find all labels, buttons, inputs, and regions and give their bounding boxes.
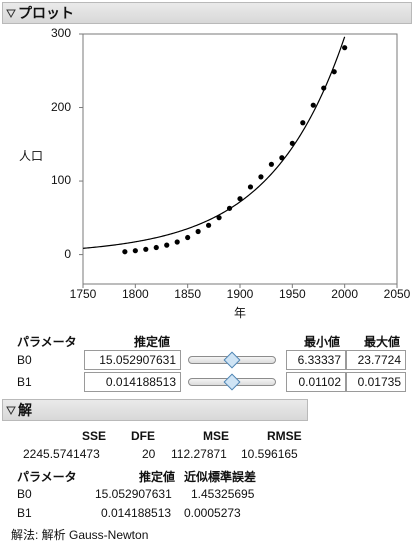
y-tick-label: 0 [64, 246, 71, 261]
b1-max-field[interactable]: 0.01735 [346, 372, 406, 392]
data-point-17[interactable] [300, 120, 306, 126]
plot-section-header[interactable]: プロット [2, 2, 412, 24]
data-point-1[interactable] [132, 248, 138, 254]
rmse-value: 10.596165 [241, 447, 298, 461]
b0-min-field[interactable]: 6.33337 [286, 350, 346, 370]
max-header-label: 最大値 [364, 335, 401, 349]
data-point-9[interactable] [216, 215, 222, 221]
solution-method: 解法: 解析 Gauss-Newton [11, 528, 149, 542]
solution-estimate-header: 推定値 [139, 470, 176, 484]
b1-slider-handle[interactable] [223, 373, 241, 391]
solution-param-b1: B1 [17, 506, 32, 520]
b1-min-field[interactable]: 0.01102 [286, 372, 346, 392]
dfe-value: 20 [142, 447, 156, 461]
x-tick-labels: 1750 1800 1850 1900 1950 2000 2050 [0, 287, 418, 303]
min-header-label: 最小値 [304, 335, 341, 349]
param-name-b0: B0 [17, 353, 32, 367]
y-tick-label: 200 [50, 99, 71, 114]
data-point-16[interactable] [289, 140, 295, 146]
sse-header: SSE [82, 429, 107, 443]
x-tick-label: 2000 [331, 287, 358, 301]
data-point-6[interactable] [185, 234, 191, 241]
data-point-12[interactable] [247, 184, 254, 190]
rmse-header: RMSE [267, 429, 302, 443]
dfe-header: DFE [131, 429, 155, 443]
x-tick-label: 1850 [174, 287, 201, 301]
data-point-2[interactable] [143, 246, 149, 252]
data-point-10[interactable] [226, 205, 233, 211]
collapse-triangle-icon[interactable] [5, 404, 17, 416]
b1-value-field[interactable]: 0.014188513 [84, 372, 181, 392]
data-point-7[interactable] [195, 228, 201, 235]
x-tick-label: 2050 [383, 287, 411, 301]
solution-section-title: 解 [18, 402, 32, 418]
x-tick-label: 1950 [278, 287, 306, 301]
solution-param-header: パラメータ [17, 470, 77, 484]
plot-frame [82, 33, 398, 285]
mse-header: MSE [203, 429, 230, 443]
data-point-8[interactable] [206, 222, 212, 228]
data-point-18[interactable] [310, 102, 316, 108]
plot-section-title: プロット [18, 5, 74, 21]
solution-estimate-b0: 15.052907631 [95, 487, 172, 501]
solution-stderr-header: 近似標準誤差 [184, 470, 257, 484]
data-point-14[interactable] [268, 161, 274, 167]
collapse-triangle-icon[interactable] [5, 7, 17, 19]
data-point-21[interactable] [342, 45, 348, 51]
data-points [122, 45, 348, 255]
param-header-label: パラメータ [17, 335, 77, 349]
solution-section-header[interactable]: 解 [2, 399, 308, 421]
solution-estimate-b1: 0.014188513 [101, 506, 172, 520]
data-point-5[interactable] [174, 239, 180, 245]
solution-param-b0: B0 [17, 487, 32, 501]
x-axis-label: 年 [234, 306, 247, 320]
solution-stderr-b1: 0.0005273 [184, 506, 241, 520]
data-point-15[interactable] [279, 155, 285, 161]
data-point-11[interactable] [237, 196, 243, 202]
mse-value: 112.27871 [171, 447, 227, 461]
param-name-b1: B1 [17, 375, 32, 389]
scatter-plot[interactable] [0, 0, 418, 300]
b0-slider-handle[interactable] [223, 351, 241, 369]
b0-max-field[interactable]: 23.7724 [346, 350, 406, 370]
y-tick-label: 100 [50, 173, 71, 188]
x-tick-label: 1900 [226, 287, 254, 301]
data-point-13[interactable] [258, 174, 264, 180]
x-tick-label: 1750 [69, 287, 97, 301]
y-axis-label: 人口 [19, 149, 44, 163]
solution-stderr-b0: 1.45325695 [191, 487, 255, 501]
data-point-3[interactable] [153, 244, 159, 251]
data-point-20[interactable] [331, 69, 337, 75]
y-tick-label: 300 [50, 26, 71, 40]
data-point-19[interactable] [321, 85, 327, 91]
data-point-0[interactable] [122, 249, 128, 255]
estimate-header-label: 推定値 [134, 335, 171, 349]
data-point-4[interactable] [164, 242, 170, 248]
fit-curve [82, 36, 346, 249]
sse-value: 2245.5741473 [23, 447, 100, 461]
b0-value-field[interactable]: 15.052907631 [84, 350, 181, 370]
y-tick-labels: 0 100 200 300 [33, 0, 73, 300]
x-tick-label: 1800 [121, 287, 149, 301]
